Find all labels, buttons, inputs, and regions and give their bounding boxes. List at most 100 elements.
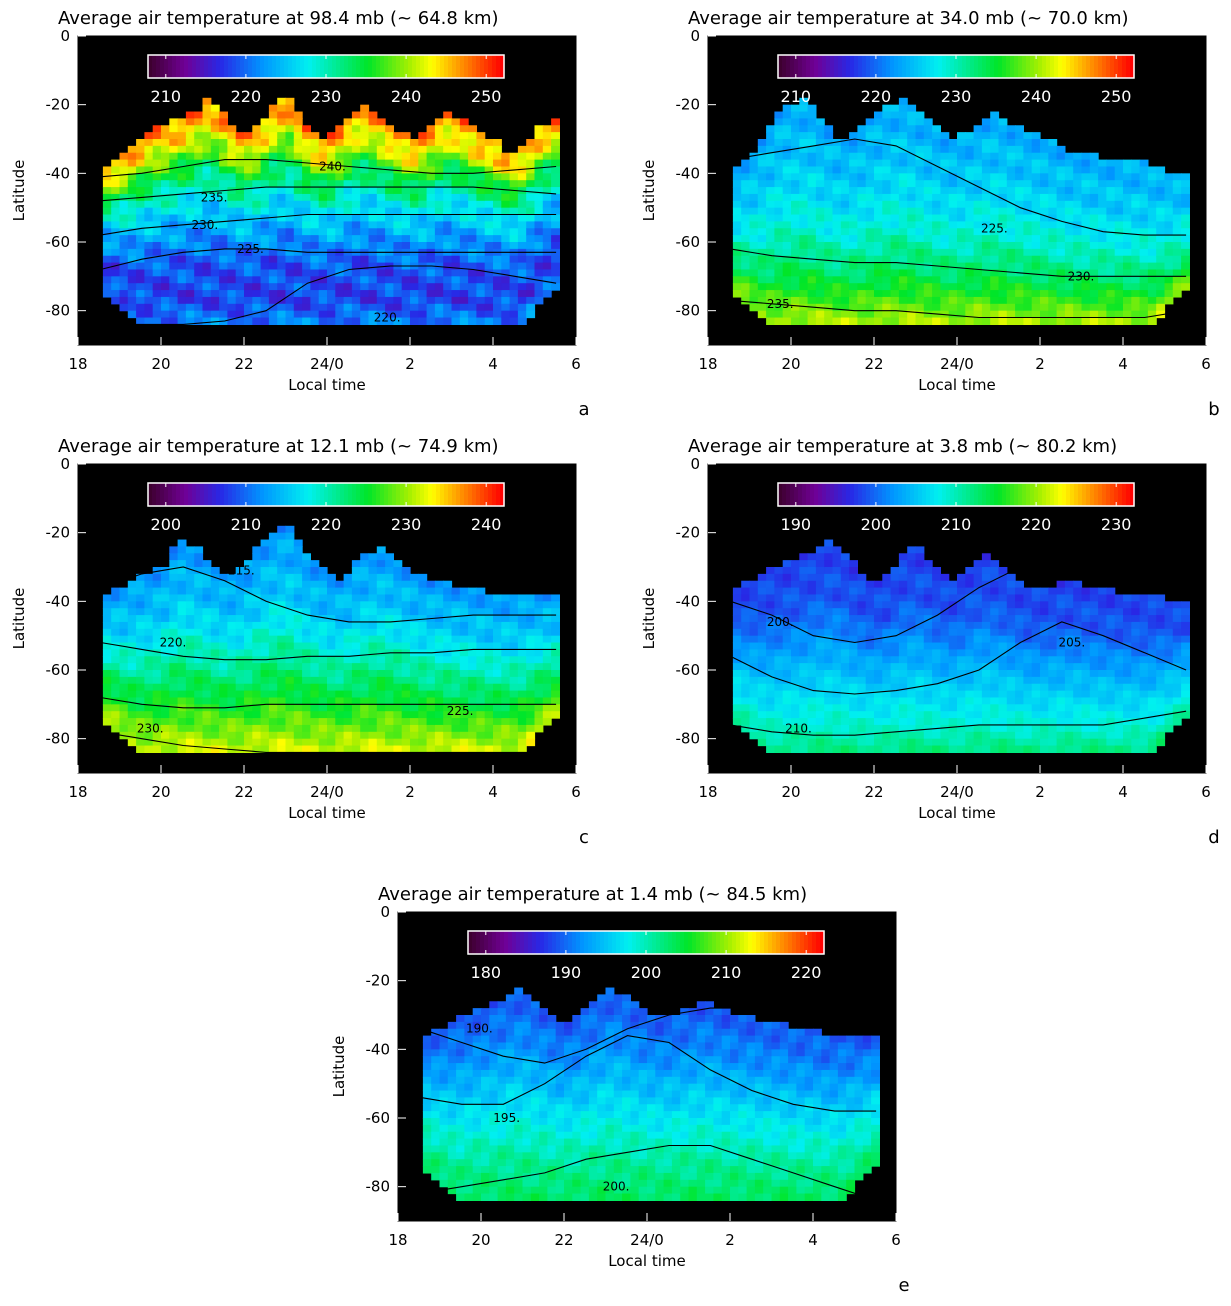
heatmap-cell bbox=[319, 704, 328, 711]
heatmap-cell bbox=[410, 608, 419, 615]
heatmap-cell bbox=[194, 153, 203, 160]
heatmap-cell bbox=[1156, 187, 1165, 194]
heatmap-cell bbox=[733, 221, 742, 228]
heatmap-cell bbox=[294, 263, 303, 270]
heatmap-cell bbox=[1040, 276, 1049, 283]
heatmap-cell bbox=[286, 649, 295, 656]
colorbar-segment bbox=[990, 55, 995, 78]
heatmap-cell bbox=[369, 711, 378, 718]
heatmap-cell bbox=[427, 663, 436, 670]
heatmap-cell bbox=[227, 180, 236, 187]
heatmap-cell bbox=[1015, 242, 1024, 249]
heatmap-cell bbox=[999, 125, 1008, 132]
heatmap-cell bbox=[103, 215, 112, 222]
heatmap-cell bbox=[758, 228, 767, 235]
heatmap-cell bbox=[269, 132, 278, 139]
colorbar-segment bbox=[300, 483, 305, 506]
heatmap-cell bbox=[369, 125, 378, 132]
heatmap-cell bbox=[203, 105, 212, 112]
heatmap-cell bbox=[1032, 256, 1041, 263]
heatmap-cell bbox=[974, 297, 983, 304]
heatmap-cell bbox=[1181, 235, 1190, 242]
heatmap-cell bbox=[1181, 208, 1190, 215]
heatmap-cell bbox=[169, 663, 178, 670]
heatmap-cell bbox=[874, 187, 883, 194]
heatmap-cell bbox=[418, 276, 427, 283]
heatmap-cell bbox=[535, 684, 544, 691]
heatmap-cell bbox=[169, 697, 178, 704]
heatmap-cell bbox=[1082, 194, 1091, 201]
heatmap-cell bbox=[452, 636, 461, 643]
heatmap-cell bbox=[518, 649, 527, 656]
heatmap-cell bbox=[352, 125, 361, 132]
heatmap-cell bbox=[1057, 153, 1066, 160]
colorbar-segment bbox=[464, 55, 469, 78]
heatmap-cell bbox=[476, 725, 485, 732]
colorbar-segment bbox=[308, 483, 313, 506]
heatmap-cell bbox=[219, 718, 228, 725]
heatmap-cell bbox=[510, 242, 519, 249]
heatmap-cell bbox=[808, 160, 817, 167]
heatmap-cell bbox=[269, 684, 278, 691]
heatmap-cell bbox=[153, 697, 162, 704]
heatmap-cell bbox=[957, 194, 966, 201]
heatmap-cell bbox=[510, 194, 519, 201]
heatmap-cell bbox=[211, 146, 220, 153]
heatmap-cell bbox=[485, 629, 494, 636]
heatmap-cell bbox=[169, 684, 178, 691]
heatmap-cell bbox=[526, 180, 535, 187]
heatmap-cell bbox=[161, 269, 170, 276]
heatmap-cell bbox=[294, 201, 303, 208]
heatmap-cell bbox=[310, 677, 319, 684]
heatmap-cell bbox=[1065, 228, 1074, 235]
heatmap-cell bbox=[244, 304, 253, 311]
colorbar-tick-label: 210 bbox=[231, 515, 262, 534]
heatmap-cell bbox=[319, 732, 328, 739]
colorbar-segment bbox=[1082, 55, 1087, 78]
heatmap-cell bbox=[194, 725, 203, 732]
colorbar-segment bbox=[1058, 55, 1063, 78]
heatmap-cell bbox=[443, 194, 452, 201]
heatmap-cell bbox=[882, 132, 891, 139]
heatmap-cell bbox=[841, 173, 850, 180]
heatmap-cell bbox=[443, 256, 452, 263]
heatmap-cell bbox=[236, 732, 245, 739]
heatmap-cell bbox=[252, 194, 261, 201]
heatmap-cell bbox=[136, 711, 145, 718]
heatmap-cell bbox=[518, 256, 527, 263]
heatmap-cell bbox=[874, 125, 883, 132]
heatmap-cell bbox=[783, 201, 792, 208]
heatmap-cell bbox=[485, 615, 494, 622]
heatmap-cell bbox=[236, 269, 245, 276]
heatmap-cell bbox=[186, 725, 195, 732]
heatmap-cell bbox=[169, 608, 178, 615]
heatmap-cell bbox=[476, 276, 485, 283]
heatmap-cell bbox=[277, 670, 286, 677]
heatmap-cell bbox=[252, 201, 261, 208]
heatmap-cell bbox=[1148, 242, 1157, 249]
heatmap-cell bbox=[286, 153, 295, 160]
heatmap-cell bbox=[758, 194, 767, 201]
heatmap-cell bbox=[1015, 146, 1024, 153]
heatmap-cell bbox=[733, 711, 742, 718]
heatmap-cell bbox=[236, 256, 245, 263]
heatmap-cell bbox=[418, 588, 427, 595]
heatmap-cell bbox=[186, 256, 195, 263]
heatmap-cell bbox=[866, 187, 875, 194]
heatmap-cell bbox=[882, 235, 891, 242]
heatmap-cell bbox=[427, 235, 436, 242]
heatmap-cell bbox=[1007, 146, 1016, 153]
heatmap-cell bbox=[269, 283, 278, 290]
heatmap-cell bbox=[294, 297, 303, 304]
heatmap-cell bbox=[410, 256, 419, 263]
heatmap-cell bbox=[857, 173, 866, 180]
heatmap-cell bbox=[261, 318, 270, 325]
heatmap-cell bbox=[402, 221, 411, 228]
heatmap-cell bbox=[136, 588, 145, 595]
heatmap-cell bbox=[1082, 318, 1091, 325]
heatmap-cell bbox=[766, 256, 775, 263]
heatmap-cell bbox=[1007, 194, 1016, 201]
heatmap-cell bbox=[227, 125, 236, 132]
heatmap-cell bbox=[327, 663, 336, 670]
heatmap-cell bbox=[957, 269, 966, 276]
